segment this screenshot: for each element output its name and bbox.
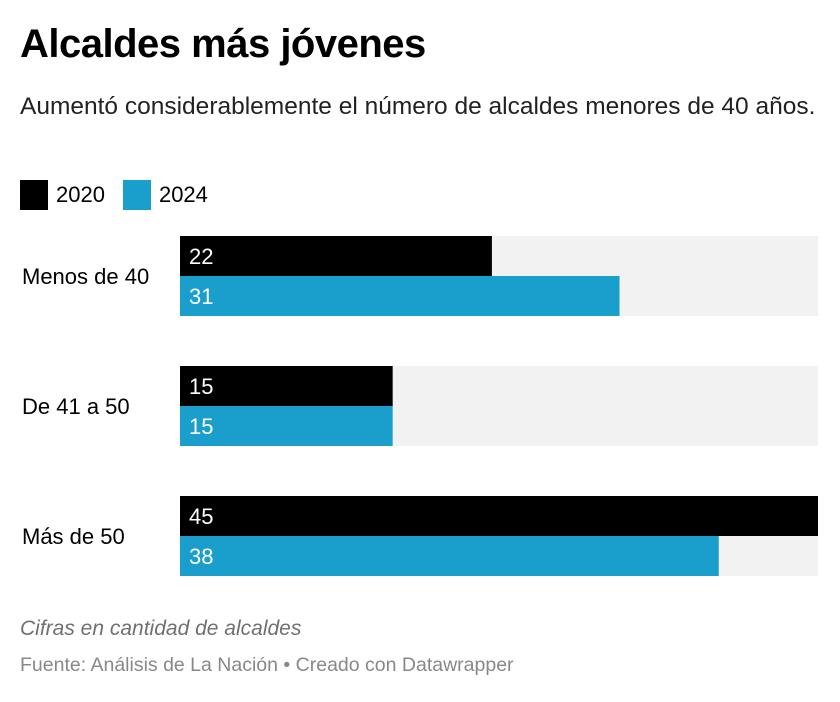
bar-2020 [180,236,492,276]
chart-notes: Cifras en cantidad de alcaldes [20,617,302,640]
legend-label-2024: 2024 [158,182,208,207]
legend-swatch-2020 [20,180,48,210]
bar-2020 [180,496,818,536]
value-label: 45 [189,504,213,529]
category-label: Más de 50 [22,524,125,549]
bar-2020 [180,366,393,406]
legend-label-2020: 2020 [56,182,105,207]
value-label: 22 [189,244,213,269]
value-label: 15 [189,414,213,439]
chart-title: Alcaldes más jóvenes [20,22,426,66]
bar-2024 [180,536,719,576]
value-label: 38 [189,544,213,569]
category-label: Menos de 40 [22,264,149,289]
bar-chart: Menos de 40 22 31 De 41 a 50 15 15 Más de 50 45… [22,236,818,576]
chart-subtitle: Aumentó considerablemente el número de a… [20,93,816,120]
legend: 2020 2024 [20,180,226,210]
category-label: De 41 a 50 [22,394,130,419]
legend-item-2020: 2020 [20,180,105,210]
bar-2024 [180,276,620,316]
bar-2024 [180,406,393,446]
value-label: 31 [189,284,213,309]
legend-swatch-2024 [122,180,151,210]
legend-item-2024: 2024 [122,180,208,210]
value-label: 15 [189,374,213,399]
chart-source: Fuente: Análisis de La Nación • Creado c… [20,654,514,676]
